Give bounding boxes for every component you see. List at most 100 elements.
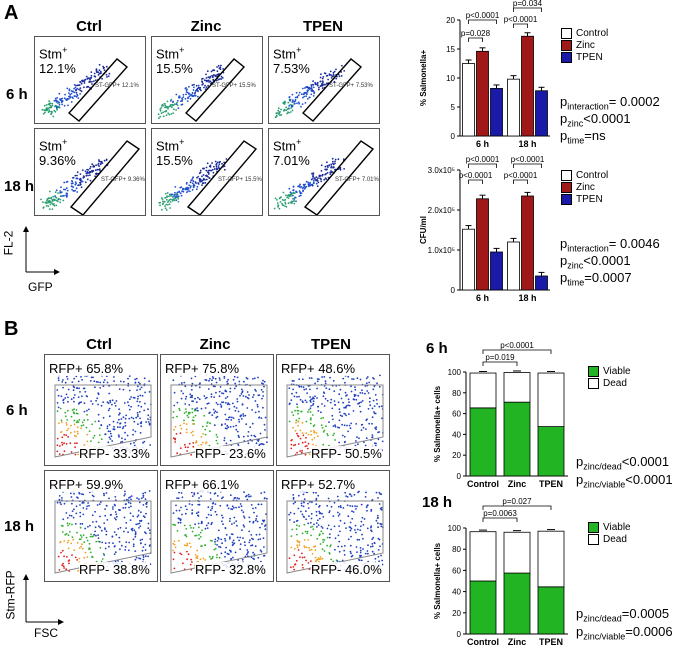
flow-dot bbox=[103, 522, 106, 524]
flow-dot bbox=[73, 394, 76, 396]
flow-dot bbox=[297, 420, 300, 423]
flow-dot bbox=[114, 496, 117, 498]
flow-dot bbox=[107, 75, 110, 77]
flow-dot bbox=[98, 63, 101, 66]
flow-dot bbox=[287, 194, 290, 196]
flow-dot bbox=[68, 514, 71, 517]
flow-dot bbox=[314, 382, 316, 385]
flow-dot bbox=[86, 418, 89, 421]
flow-dot bbox=[76, 442, 78, 445]
y-tick-label: 40 bbox=[452, 588, 461, 597]
flow-dot bbox=[72, 516, 75, 519]
flow-dot bbox=[331, 171, 334, 173]
flow-dot bbox=[118, 408, 120, 411]
flow-dot bbox=[175, 199, 178, 202]
flow-dot bbox=[294, 196, 297, 199]
flow-dot bbox=[182, 188, 185, 190]
flow-dot bbox=[147, 522, 150, 525]
flow-dot bbox=[323, 550, 326, 552]
flow-dot bbox=[259, 526, 261, 529]
flow-dot bbox=[144, 402, 146, 405]
flow-dot bbox=[135, 416, 138, 419]
flow-dot bbox=[378, 503, 381, 505]
flow-dot bbox=[79, 504, 81, 506]
flow-dot bbox=[294, 430, 297, 432]
flow-dot bbox=[141, 394, 144, 397]
flow-dot bbox=[308, 86, 311, 89]
flow-plot-gfp: ST-GFP+ 7.53% Stm+ 7.53% bbox=[268, 36, 380, 124]
flow-dot bbox=[62, 518, 65, 521]
flow-dot bbox=[316, 185, 319, 188]
flow-dot bbox=[317, 88, 320, 91]
flow-dot bbox=[174, 546, 177, 549]
flow-dot bbox=[225, 546, 227, 549]
flow-dot bbox=[220, 75, 223, 78]
flow-dot bbox=[185, 423, 188, 425]
flow-dot bbox=[209, 75, 212, 78]
flow-dot bbox=[212, 171, 215, 174]
flow-dot bbox=[206, 527, 209, 529]
flow-dot bbox=[42, 201, 44, 203]
flow-dot bbox=[316, 387, 318, 390]
flow-dot bbox=[196, 185, 199, 188]
flow-dot bbox=[292, 502, 295, 505]
flow-dot bbox=[376, 517, 379, 519]
flow-dot bbox=[233, 387, 236, 390]
flow-dot bbox=[218, 390, 221, 393]
flow-dot bbox=[240, 414, 243, 416]
significance-bracket bbox=[513, 179, 528, 184]
flow-dot bbox=[205, 441, 208, 443]
flow-dot bbox=[248, 495, 250, 498]
flow-dot bbox=[224, 537, 226, 540]
flow-dot bbox=[231, 402, 234, 405]
flow-dot bbox=[309, 560, 312, 562]
flow-dot bbox=[73, 400, 75, 403]
flow-dot bbox=[129, 398, 131, 400]
flow-dot bbox=[142, 556, 145, 558]
bar bbox=[490, 251, 503, 291]
flow-dot bbox=[366, 418, 368, 421]
flow-dot bbox=[200, 545, 202, 548]
flow-dot bbox=[230, 558, 232, 560]
flow-dot bbox=[224, 556, 226, 558]
flow-dot bbox=[124, 417, 127, 420]
flow-dot bbox=[129, 442, 132, 445]
flow-dot bbox=[222, 523, 224, 526]
flow-dot bbox=[322, 76, 325, 78]
flow-dot bbox=[343, 554, 346, 556]
flow-dot bbox=[208, 77, 211, 79]
flow-dot bbox=[241, 529, 243, 532]
flow-dot bbox=[322, 541, 325, 543]
flow-dot bbox=[187, 96, 189, 99]
flow-dot bbox=[111, 440, 114, 442]
flow-dot bbox=[289, 191, 292, 194]
flow-dot bbox=[59, 198, 62, 201]
flow-dot bbox=[143, 377, 146, 380]
flow-dot bbox=[289, 519, 291, 521]
flow-dot bbox=[379, 374, 381, 377]
flow-dot bbox=[83, 556, 86, 559]
legend-a2-tpen: TPEN bbox=[561, 194, 603, 205]
flow-dot bbox=[307, 433, 310, 436]
flow-dot bbox=[74, 442, 76, 445]
flow-dot bbox=[378, 560, 380, 563]
flow-plot-canvas: ST-GFP+ 12.1% bbox=[41, 58, 140, 122]
flow-dot bbox=[217, 73, 220, 76]
flow-dot bbox=[57, 406, 60, 409]
y-tick-label: 0 bbox=[457, 472, 462, 481]
flow-dot bbox=[215, 163, 218, 165]
flow-dot bbox=[48, 103, 51, 106]
row-head-b-6h: 6 h bbox=[6, 402, 28, 419]
flow-dot bbox=[353, 395, 356, 398]
flow-dot bbox=[93, 72, 96, 75]
flow-dot bbox=[321, 87, 324, 89]
flow-dot bbox=[168, 203, 171, 205]
flow-dot bbox=[197, 514, 199, 517]
flow-dot bbox=[219, 386, 222, 388]
bar bbox=[535, 275, 548, 291]
flow-dot bbox=[58, 569, 61, 571]
flow-dot bbox=[75, 88, 77, 91]
flow-dot bbox=[173, 199, 176, 202]
flow-dot bbox=[314, 549, 317, 551]
flow-dot bbox=[240, 509, 243, 512]
